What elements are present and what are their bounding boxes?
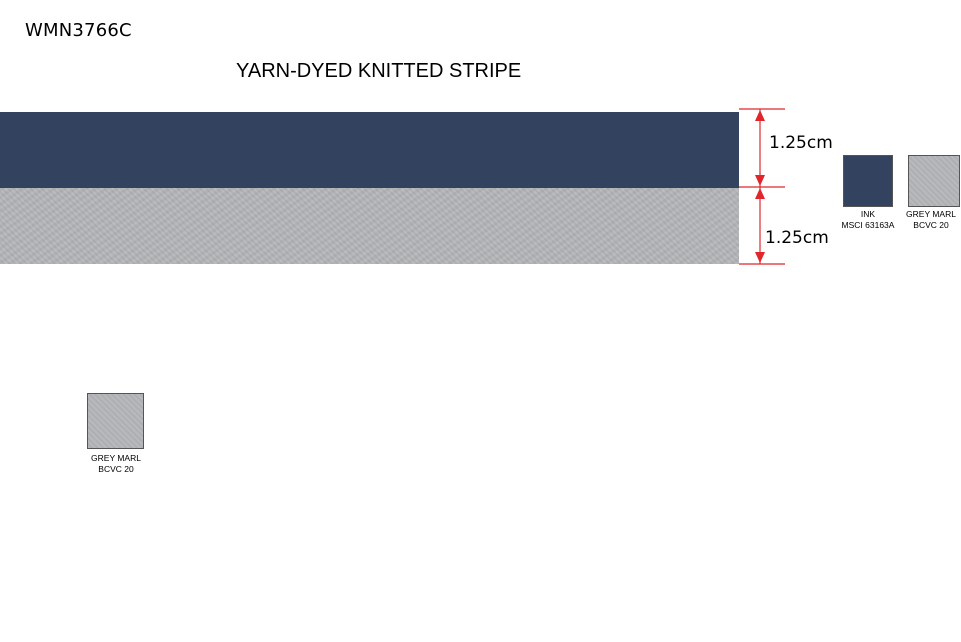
arrow-down-icon [755, 175, 765, 186]
swatch-ink [843, 155, 893, 207]
swatch-code: BCVC 20 [913, 220, 949, 230]
swatch-name: GREY MARL [906, 209, 956, 219]
arrow-down-icon [755, 252, 765, 263]
swatch-name: GREY MARL [91, 453, 141, 463]
dimension-label-ink: 1.25cm [769, 133, 833, 153]
dimension-markers [739, 108, 785, 265]
page-title: YARN-DYED KNITTED STRIPE [236, 60, 522, 82]
arrow-up-icon [755, 110, 765, 121]
swatch-grey-marl-standalone [87, 393, 144, 449]
swatch-label-grey-marl: GREY MARL BCVC 20 [901, 209, 961, 231]
swatch-label-grey-marl-standalone: GREY MARL BCVC 20 [76, 453, 156, 475]
style-code: WMN3766C [25, 20, 132, 41]
dimension-label-grey-marl: 1.25cm [765, 228, 829, 248]
swatch-name: INK [860, 209, 876, 219]
stripe-ink [0, 112, 739, 188]
stripe-grey-marl [0, 188, 739, 264]
swatch-grey-marl [908, 155, 960, 207]
swatch-code: MSCI 63163A [841, 220, 895, 230]
swatch-code: BCVC 20 [98, 464, 134, 474]
arrow-up-icon [755, 188, 765, 199]
swatch-label-ink: INK MSCI 63163A [828, 209, 908, 231]
